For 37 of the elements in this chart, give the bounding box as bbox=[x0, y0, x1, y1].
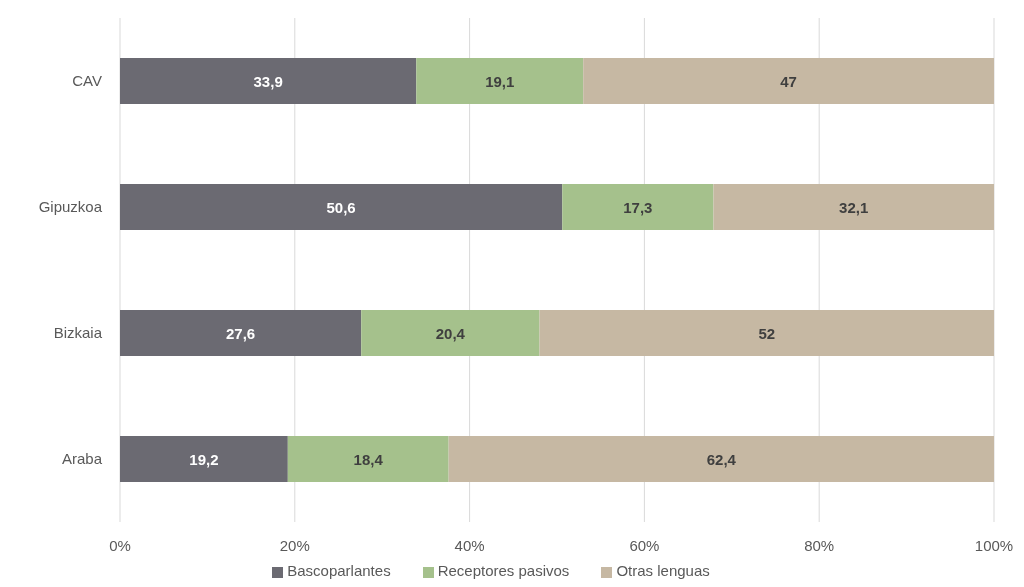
bar bbox=[539, 310, 994, 356]
x-tick-label: 100% bbox=[974, 536, 1014, 554]
bar bbox=[416, 58, 584, 104]
data-label: 17,3 bbox=[623, 198, 653, 216]
bar bbox=[120, 184, 563, 230]
x-tick-label: 40% bbox=[454, 536, 485, 554]
data-label: 20,4 bbox=[435, 324, 466, 342]
data-label: 62,4 bbox=[706, 450, 737, 468]
bar bbox=[287, 436, 449, 482]
bar bbox=[583, 58, 994, 104]
data-label: 19,2 bbox=[189, 450, 219, 468]
bar bbox=[448, 436, 994, 482]
data-label: 18,4 bbox=[353, 450, 384, 468]
y-tick-label: CAV bbox=[72, 72, 102, 90]
data-label: 47 bbox=[780, 72, 797, 90]
y-tick-label: Gipuzkoa bbox=[38, 198, 103, 216]
bar bbox=[120, 436, 288, 482]
data-label: 50,6 bbox=[326, 198, 356, 216]
bar bbox=[120, 310, 362, 356]
bar bbox=[713, 184, 994, 230]
legend-label: Receptores pasivos bbox=[437, 562, 570, 579]
x-tick-label: 0% bbox=[109, 536, 131, 554]
data-label: 52 bbox=[758, 324, 776, 342]
bar bbox=[361, 310, 540, 356]
data-label: 32,1 bbox=[839, 198, 869, 216]
y-tick-label: Araba bbox=[61, 450, 103, 468]
x-tick-label: 60% bbox=[629, 536, 660, 554]
legend-label: Otras lenguas bbox=[616, 562, 710, 579]
x-tick-label: 80% bbox=[804, 536, 835, 554]
bar bbox=[562, 184, 714, 230]
legend-label: Bascoparlantes bbox=[287, 562, 391, 579]
data-label: 33,9 bbox=[253, 72, 283, 90]
data-label: 27,6 bbox=[226, 324, 256, 342]
x-tick-label: 20% bbox=[279, 536, 310, 554]
bar bbox=[120, 58, 417, 104]
y-tick-label: Bizkaia bbox=[53, 324, 103, 342]
data-label: 19,1 bbox=[485, 72, 515, 90]
